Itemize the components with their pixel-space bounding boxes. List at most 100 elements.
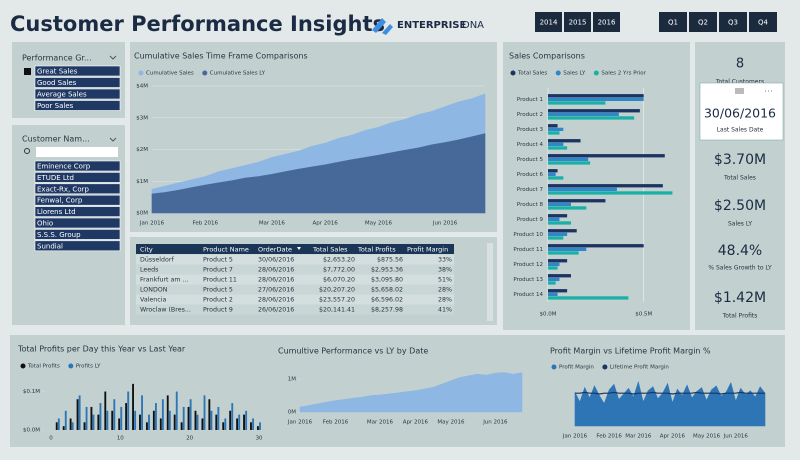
legend-marker — [551, 364, 557, 370]
slicer-item-label[interactable]: Eminence Corp — [37, 163, 91, 171]
bar — [548, 139, 581, 143]
bar — [201, 418, 204, 430]
table-cell: LONDON — [140, 287, 168, 294]
bar — [173, 414, 176, 430]
bar — [548, 184, 663, 188]
table-cell: 28/06/2016 — [258, 297, 294, 304]
legend-label: Profit Margin — [559, 365, 594, 371]
bar — [69, 418, 72, 430]
bar — [118, 418, 121, 430]
slicer-item-label[interactable]: Good Sales — [37, 79, 77, 87]
slicer-item[interactable] — [34, 172, 121, 183]
legend-label: Cumulative Sales — [146, 71, 194, 77]
chart-title: Cumulative Sales Time Frame Comparisons — [134, 52, 308, 61]
table-cell: $23,557.20 — [319, 297, 355, 304]
quarter-button[interactable] — [719, 12, 747, 32]
slicer-item[interactable] — [34, 206, 121, 217]
y-tick-label: Product 12 — [513, 262, 543, 268]
quarter-button[interactable] — [749, 12, 777, 32]
slicer-item-label[interactable]: S.S.S. Group — [37, 231, 81, 239]
bar — [250, 422, 252, 430]
search-box[interactable] — [36, 147, 118, 157]
table-cell: $6,596.02 — [371, 297, 403, 304]
table-cell: 27/06/2016 — [258, 287, 294, 294]
slicer-item[interactable] — [34, 194, 121, 206]
slicer-item[interactable] — [34, 217, 121, 229]
x-tick-label: May 2016 — [365, 221, 393, 227]
slicer-item-label[interactable]: Llorens Ltd — [37, 208, 76, 216]
card-label: Total Customers — [715, 79, 764, 86]
bar — [203, 395, 206, 430]
year-button[interactable] — [535, 12, 562, 32]
bar — [132, 383, 134, 430]
scrollbar[interactable] — [487, 243, 493, 321]
table-cell: 28% — [438, 287, 452, 294]
slicer-item-label[interactable]: Great Sales — [37, 68, 78, 76]
logo-text: ENTERPRISE — [397, 20, 467, 31]
bar — [548, 214, 568, 218]
table-cell: $2,953.36 — [371, 267, 403, 274]
slicer-item-label[interactable]: ETUDE Ltd — [37, 174, 74, 182]
bar — [548, 296, 629, 300]
logo-suffix: DNA — [462, 20, 484, 31]
quarter-label[interactable]: Q3 — [728, 19, 738, 27]
year-button[interactable] — [593, 12, 620, 32]
year-label[interactable]: 2015 — [569, 19, 587, 27]
y-tick-label: $1M — [136, 179, 148, 185]
slicer-item[interactable] — [34, 183, 121, 195]
year-label[interactable]: 2014 — [540, 19, 558, 27]
column-header: Total Sales — [312, 246, 348, 254]
slicer-item[interactable] — [34, 77, 121, 88]
x-tick-label: Jun 2016 — [723, 434, 749, 440]
bar — [106, 410, 109, 430]
bar — [548, 97, 644, 102]
x-tick-label: Apr 2016 — [403, 420, 429, 426]
slicer-item-label[interactable]: Poor Sales — [37, 102, 74, 110]
table-cell: Product 5 — [203, 257, 233, 264]
bar — [104, 391, 107, 430]
table-cell: $5,658.02 — [371, 287, 403, 294]
slicer-item-label[interactable]: Average Sales — [37, 91, 87, 99]
card-value: 30/06/2016 — [704, 106, 776, 121]
bar — [238, 414, 241, 430]
chart-title: Sales Comparisons — [509, 52, 585, 61]
slicer-item-label[interactable]: Fenwal, Corp — [37, 197, 83, 205]
table-cell: $3,095.80 — [371, 277, 403, 284]
bar — [548, 142, 564, 147]
y-tick-label: Product 13 — [513, 277, 543, 283]
quarter-button[interactable] — [689, 12, 717, 32]
legend-marker — [510, 70, 516, 76]
slicer-item[interactable] — [34, 160, 121, 172]
bar — [141, 395, 143, 430]
bar — [548, 94, 644, 98]
quarter-label[interactable]: Q1 — [668, 19, 678, 27]
quarter-button[interactable] — [659, 12, 687, 32]
slicer-item[interactable] — [34, 88, 121, 100]
slicer-item-label[interactable]: Exact-Rx, Corp — [37, 185, 89, 193]
column-header: OrderDate — [258, 246, 292, 254]
slicer-item[interactable] — [34, 65, 121, 77]
quarter-label[interactable]: Q2 — [698, 19, 708, 27]
card-value: $3.70M — [714, 152, 766, 168]
quarter-label[interactable]: Q4 — [758, 19, 769, 27]
bar — [548, 109, 640, 113]
bar — [548, 112, 619, 117]
table-cell: Düsseldorf — [140, 257, 174, 264]
slicer-item-label[interactable]: Sundial — [37, 242, 63, 250]
slicer-item[interactable] — [34, 229, 121, 240]
bar — [215, 414, 218, 430]
y-tick-label: $0M — [136, 211, 148, 217]
table-cell: 28/06/2016 — [258, 277, 294, 284]
year-label[interactable]: 2016 — [598, 19, 616, 27]
bar — [548, 217, 560, 222]
x-tick-label: $0.5M — [635, 312, 652, 318]
chart-title: Profit Margin vs Lifetime Profit Margin … — [550, 347, 711, 356]
table-row — [136, 284, 454, 295]
slicer-item[interactable] — [34, 240, 121, 252]
slicer-item-label[interactable]: Ohio — [37, 220, 53, 228]
year-button[interactable] — [564, 12, 591, 32]
bar — [231, 403, 234, 430]
x-tick-label: Jan 2016 — [562, 434, 588, 440]
slicer-item[interactable] — [34, 100, 121, 111]
x-tick-label: Feb 2016 — [596, 434, 622, 440]
